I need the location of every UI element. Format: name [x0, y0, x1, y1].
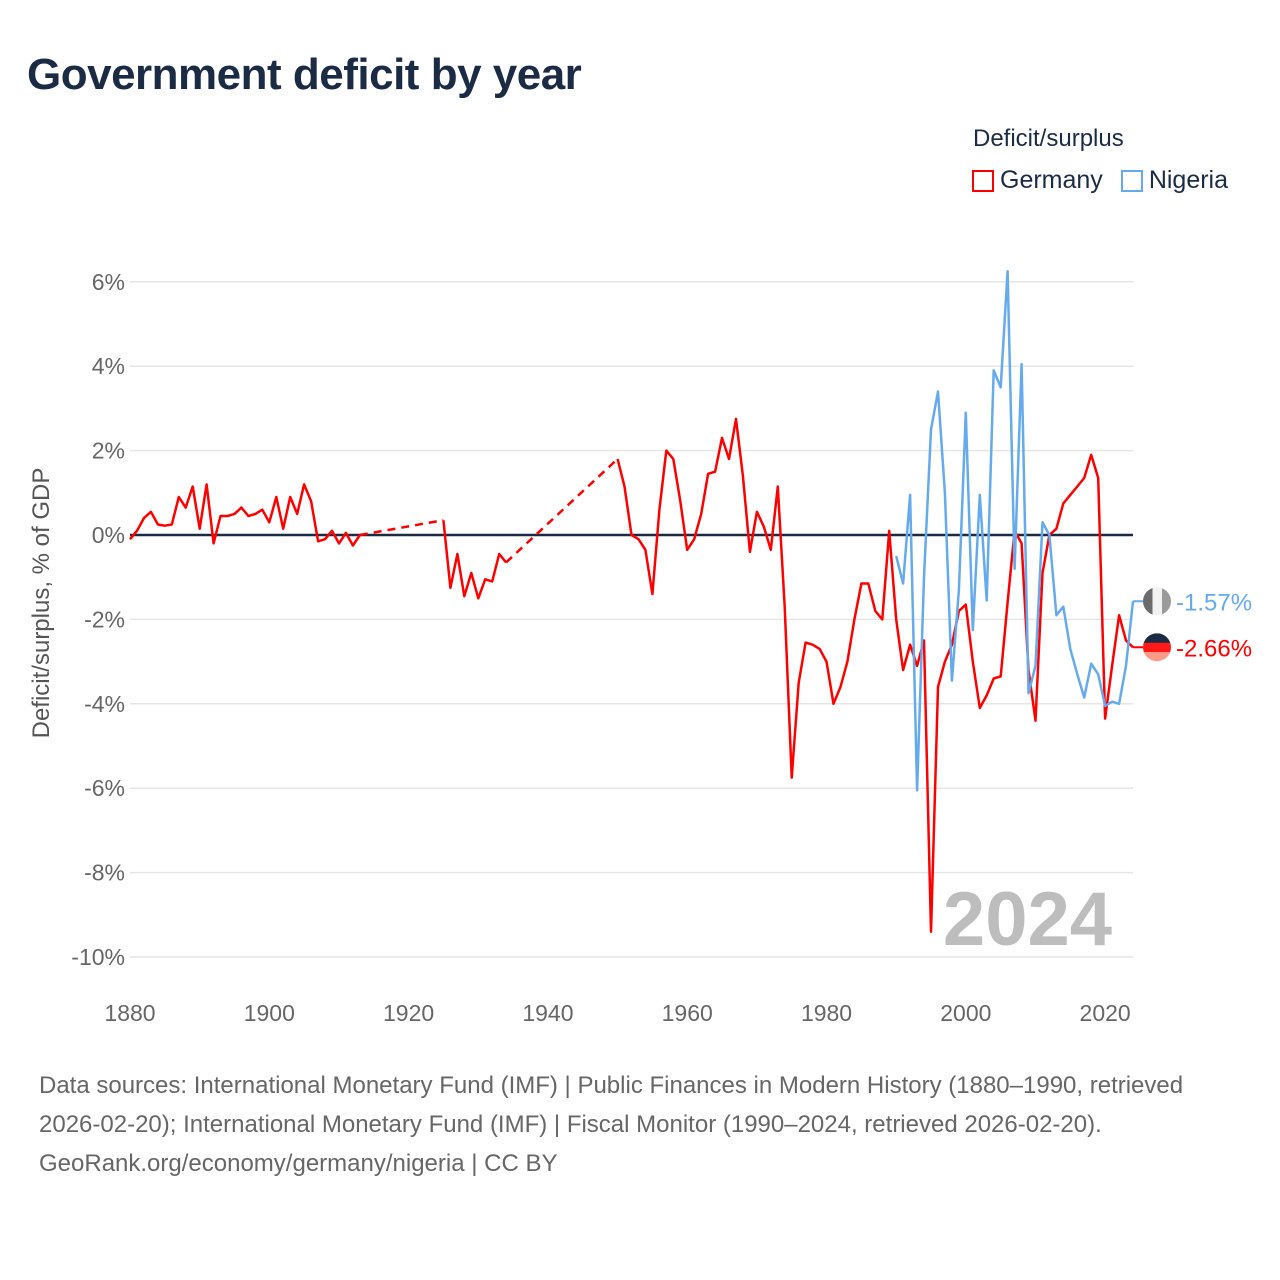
flag-icon-nigeria: [1143, 587, 1171, 616]
x-tick-label: 1940: [522, 1000, 573, 1026]
x-tick-label: 1880: [104, 1000, 155, 1026]
credit-link[interactable]: GeoRank.org/economy/germany/nigeria | CC…: [39, 1150, 558, 1177]
y-tick-label: 6%: [92, 269, 125, 295]
chart-title: Government deficit by year: [27, 50, 582, 99]
legend: Germany Nigeria: [972, 166, 1228, 195]
series-line-germany: [359, 518, 444, 537]
flag-icon-germany: [1143, 633, 1171, 662]
legend-swatch-nigeria: [1120, 169, 1143, 192]
x-tick-label: 2020: [1080, 1000, 1131, 1026]
legend-label-nigeria: Nigeria: [1148, 166, 1229, 194]
series-line-germany: [505, 458, 619, 564]
legend-item-germany[interactable]: Germany: [972, 166, 1103, 195]
series-line-germany: [129, 483, 361, 547]
y-tick-label: -8%: [84, 860, 125, 886]
x-tick-label: 2000: [940, 1000, 991, 1026]
x-tick-label: 1900: [244, 1000, 295, 1026]
y-tick-label: -4%: [84, 691, 125, 717]
y-tick-label: -2%: [84, 606, 125, 632]
end-value-label-nigeria: -1.57%: [1176, 589, 1252, 616]
y-tick-label: -6%: [84, 775, 125, 801]
x-tick-label: 1980: [801, 1000, 852, 1026]
year-watermark: 2024: [943, 877, 1112, 962]
legend-swatch-germany: [972, 169, 994, 192]
y-tick-label: -10%: [71, 944, 125, 970]
series-line-germany: [616, 417, 1134, 933]
end-value-label-germany: -2.66%: [1176, 635, 1252, 662]
series-line-nigeria: [894, 270, 1135, 792]
data-sources: Data sources: International Monetary Fun…: [39, 1072, 1184, 1138]
series-line-germany: [442, 520, 508, 600]
legend-label-germany: Germany: [1000, 166, 1103, 194]
legend-item-nigeria[interactable]: Nigeria: [1120, 166, 1229, 195]
y-tick-label: 4%: [92, 353, 125, 379]
x-tick-label: 1920: [383, 1000, 434, 1026]
legend-title: Deficit/surplus: [973, 125, 1124, 152]
y-tick-label: 0%: [92, 522, 125, 548]
y-tick-label: 2%: [92, 438, 125, 464]
footer: Data sources: International Monetary Fun…: [39, 1066, 1239, 1183]
x-tick-label: 1960: [662, 1000, 713, 1026]
